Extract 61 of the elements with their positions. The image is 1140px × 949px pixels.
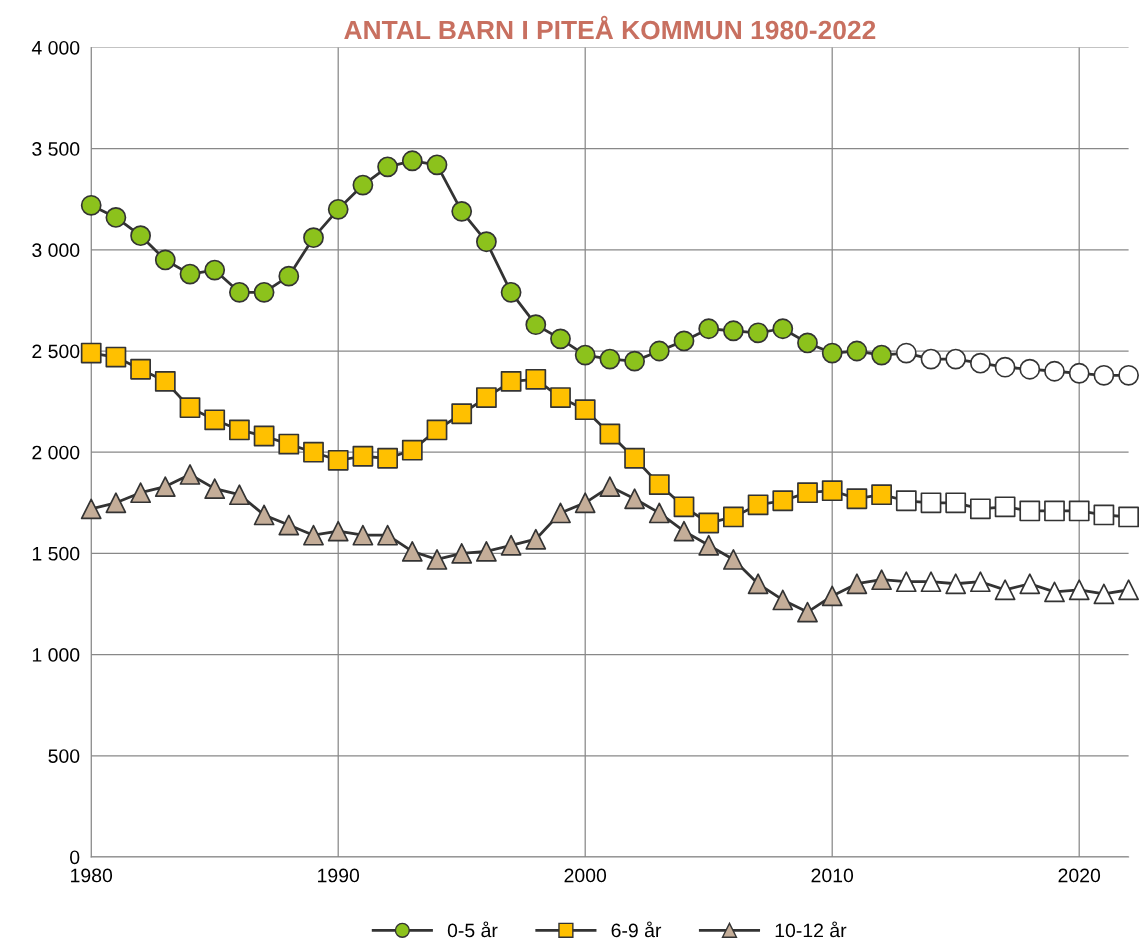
point (352, 524, 374, 546)
point (599, 476, 621, 498)
point (426, 549, 448, 570)
point (105, 492, 127, 514)
x-tick-label: 1980 (71, 868, 113, 883)
y-tick-label: 500 (48, 749, 80, 763)
x-tick-label: 1990 (318, 868, 360, 883)
point (772, 589, 794, 611)
point (500, 534, 522, 556)
point (624, 488, 646, 510)
point (451, 542, 473, 564)
point (179, 464, 201, 485)
point (920, 571, 942, 593)
point (673, 520, 695, 542)
y-tick-label: 0 (70, 850, 80, 865)
point (327, 520, 349, 542)
y-tick-label: 2 000 (32, 445, 80, 460)
point (698, 534, 720, 556)
y-tick-label: 4 000 (31, 40, 80, 55)
point (130, 482, 152, 504)
point (80, 498, 102, 520)
y-tick-label: 1 500 (32, 546, 80, 561)
point (945, 573, 967, 595)
x-tick-label: 2020 (1058, 868, 1101, 883)
point (228, 484, 250, 506)
point (278, 514, 300, 536)
chart-title: ANTAL BARN I PITEÅ KOMMUN 1980-2022 (344, 15, 876, 40)
point (797, 601, 818, 623)
point (1044, 581, 1065, 603)
point (969, 571, 991, 593)
point (1068, 579, 1090, 601)
x-tick-label: 2000 (564, 868, 607, 883)
point (550, 502, 571, 524)
point (871, 569, 893, 591)
point (525, 528, 547, 550)
point (253, 504, 275, 526)
y-tick-label: 3 500 (32, 142, 80, 156)
legend-label: 0-5 år (447, 921, 498, 938)
point (426, 419, 448, 441)
point (475, 540, 497, 562)
point (1019, 573, 1041, 595)
point (377, 524, 399, 546)
legend-label: 6-9 år (611, 921, 662, 938)
point (401, 540, 423, 562)
y-tick-label: 3 000 (32, 243, 80, 258)
point (1118, 579, 1140, 601)
y-tick-label: 2 500 (32, 344, 80, 359)
point (846, 573, 868, 595)
point (574, 492, 596, 514)
point (821, 585, 843, 607)
x-tick-label: 2010 (811, 868, 854, 883)
point (1093, 583, 1115, 605)
point (747, 573, 769, 595)
point (303, 524, 324, 546)
point (204, 478, 226, 500)
y-tick-label: 1 000 (32, 648, 80, 662)
point (994, 579, 1016, 601)
point (154, 476, 176, 498)
point (648, 502, 670, 524)
point (722, 549, 744, 570)
legend-label: 10-12 år (775, 921, 847, 938)
